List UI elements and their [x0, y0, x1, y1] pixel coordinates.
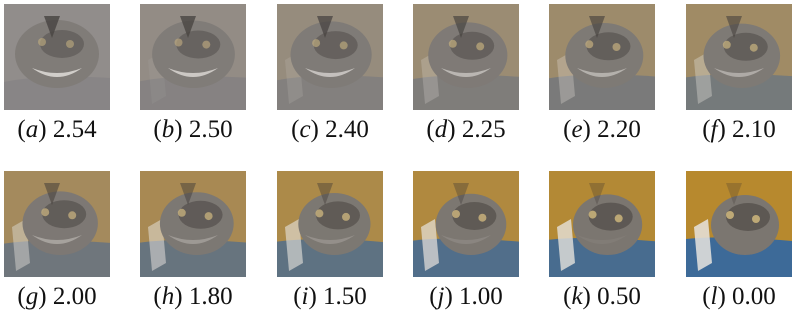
cat-image-e [549, 4, 655, 110]
cat-thumbnail [686, 171, 792, 277]
panel-caption: (a) 2.54 [0, 116, 124, 144]
cat-thumbnail [277, 171, 383, 277]
caption-letter: h [161, 283, 175, 310]
panel-a: (a) 2.54 [4, 4, 110, 143]
caption-close-paren: ) [717, 116, 733, 143]
cat-image-j [413, 171, 519, 277]
panel-caption: (c) 2.40 [263, 116, 397, 144]
caption-letter: e [571, 116, 583, 143]
caption-letter: f [710, 116, 718, 143]
panel-l: (l) 0.00 [686, 171, 792, 310]
panel-e: (e) 2.20 [549, 4, 655, 143]
cat-image-h [140, 171, 246, 277]
caption-close-paren: ) [444, 283, 460, 310]
caption-open-paren: ( [563, 116, 572, 143]
panel-caption: (h) 1.80 [126, 283, 260, 311]
caption-open-paren: ( [426, 116, 435, 143]
panel-i: (i) 1.50 [277, 171, 383, 310]
caption-value: 1.50 [323, 283, 367, 310]
caption-value: 1.00 [459, 283, 503, 310]
cat-thumbnail [140, 4, 246, 110]
cat-image-k [549, 171, 655, 277]
cat-image-g [4, 171, 110, 277]
cat-thumbnail [413, 4, 519, 110]
panel-j: (j) 1.00 [413, 171, 519, 310]
panel-caption: (k) 0.50 [535, 283, 669, 311]
cat-image-b [140, 4, 246, 110]
panel-caption: (i) 1.50 [263, 283, 397, 311]
caption-value: 2.40 [325, 116, 369, 143]
caption-value: 0.00 [732, 283, 776, 310]
caption-close-paren: ) [38, 283, 53, 310]
caption-letter: c [299, 116, 311, 143]
caption-open-paren: ( [702, 116, 711, 143]
panel-caption: (g) 2.00 [0, 283, 124, 311]
caption-open-paren: ( [293, 283, 302, 310]
caption-open-paren: ( [702, 283, 711, 310]
caption-open-paren: ( [17, 116, 26, 143]
cat-thumbnail [140, 171, 246, 277]
panel-caption: (f) 2.10 [672, 116, 796, 144]
caption-letter: i [301, 283, 309, 310]
cat-image-a [4, 4, 110, 110]
cat-thumbnail [4, 171, 110, 277]
caption-close-paren: ) [310, 116, 326, 143]
panel-caption: (e) 2.20 [535, 116, 669, 144]
panel-caption: (l) 0.00 [672, 283, 796, 311]
caption-value: 0.50 [597, 283, 641, 310]
caption-close-paren: ) [308, 283, 324, 310]
caption-value: 2.00 [52, 283, 97, 310]
cat-thumbnail [277, 4, 383, 110]
caption-letter: j [437, 283, 445, 310]
caption-value: 2.10 [732, 116, 776, 143]
caption-letter: a [25, 116, 39, 143]
caption-letter: d [434, 116, 448, 143]
caption-value: 1.80 [188, 283, 233, 310]
panel-b: (b) 2.50 [140, 4, 246, 143]
caption-close-paren: ) [38, 116, 53, 143]
cat-thumbnail [413, 171, 519, 277]
cat-image-i [277, 171, 383, 277]
caption-letter: g [25, 283, 39, 310]
caption-open-paren: ( [153, 283, 162, 310]
cat-thumbnail [549, 171, 655, 277]
panel-d: (d) 2.25 [413, 4, 519, 143]
caption-open-paren: ( [17, 283, 26, 310]
caption-value: 2.54 [52, 116, 97, 143]
caption-close-paren: ) [447, 116, 462, 143]
panel-caption: (b) 2.50 [126, 116, 260, 144]
caption-open-paren: ( [563, 283, 572, 310]
cat-image-c [277, 4, 383, 110]
panel-h: (h) 1.80 [140, 171, 246, 310]
cat-image-f [686, 4, 792, 110]
caption-open-paren: ( [429, 283, 438, 310]
caption-letter: l [710, 283, 718, 310]
caption-close-paren: ) [717, 283, 733, 310]
caption-open-paren: ( [291, 116, 300, 143]
caption-value: 2.50 [188, 116, 233, 143]
caption-close-paren: ) [582, 116, 598, 143]
cat-image-l [686, 171, 792, 277]
cat-thumbnail [549, 4, 655, 110]
panel-g: (g) 2.00 [4, 171, 110, 310]
panel-k: (k) 0.50 [549, 171, 655, 310]
cat-image-d [413, 4, 519, 110]
panel-caption: (d) 2.25 [399, 116, 533, 144]
caption-letter: b [161, 116, 175, 143]
panel-f: (f) 2.10 [686, 4, 792, 143]
panel-caption: (j) 1.00 [399, 283, 533, 311]
caption-close-paren: ) [174, 283, 189, 310]
cat-thumbnail [686, 4, 792, 110]
cat-thumbnail [4, 4, 110, 110]
caption-open-paren: ( [153, 116, 162, 143]
caption-letter: k [571, 283, 583, 310]
panel-c: (c) 2.40 [277, 4, 383, 143]
caption-value: 2.20 [597, 116, 641, 143]
caption-close-paren: ) [174, 116, 189, 143]
caption-value: 2.25 [461, 116, 506, 143]
caption-close-paren: ) [582, 283, 598, 310]
